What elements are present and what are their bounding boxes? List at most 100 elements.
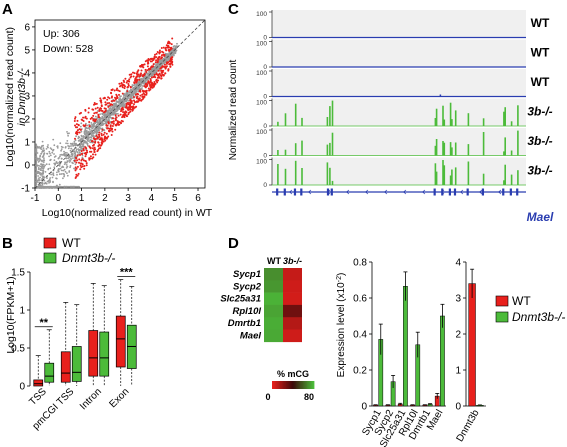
scatter-point <box>40 163 42 166</box>
scatter-point <box>60 149 62 152</box>
track-peak <box>482 173 485 185</box>
scatter-point <box>135 93 137 96</box>
scatter-point <box>43 182 46 185</box>
expression-bar-panel: Expression level (x10-2) WT Dnmt3b-/- <box>336 273 566 378</box>
heatmap-colorbar-segment <box>288 381 291 389</box>
scatter-point <box>63 163 66 166</box>
dnmt3b-bars-y-tick-label: 1 <box>455 366 461 377</box>
scatter-point <box>129 108 132 111</box>
track-peak <box>510 150 513 156</box>
scatter-point <box>110 89 113 91</box>
scatter-point <box>79 128 82 131</box>
scatter-point <box>69 160 72 162</box>
scatter-point <box>89 133 92 136</box>
scatter-point <box>114 117 117 120</box>
scatter-point <box>74 166 77 169</box>
scatter-point <box>117 112 119 115</box>
track-peak <box>482 118 485 126</box>
scatter-point <box>106 102 109 105</box>
scatter-point <box>92 114 95 117</box>
track-peak <box>482 132 485 156</box>
heatmap-cell <box>264 329 283 343</box>
scatter-point <box>139 74 142 77</box>
track-peak <box>510 121 513 126</box>
scatter-point <box>58 160 61 163</box>
track-axis-label-min: 0 <box>263 153 267 160</box>
scatter-point <box>123 87 126 90</box>
scatter-point <box>58 183 61 186</box>
expression-bars-bar <box>440 315 445 407</box>
scatter-point <box>83 125 86 128</box>
scatter-point <box>104 103 107 106</box>
scatter-point <box>57 185 60 188</box>
scatter-point <box>60 145 63 148</box>
scatter-point <box>83 152 86 155</box>
track-peak <box>504 137 506 156</box>
heatmap-cell <box>283 268 302 281</box>
scatter-point <box>150 81 153 84</box>
track-peak <box>294 143 297 156</box>
scatter-point <box>81 145 83 148</box>
scatter-point <box>107 105 110 108</box>
scatter-point <box>112 120 115 123</box>
scatter-point <box>78 131 81 134</box>
scatter-point <box>92 156 95 159</box>
scatter-point <box>113 112 116 115</box>
scatter-point <box>170 43 173 46</box>
scatter-point <box>65 164 68 166</box>
scatter-point <box>38 177 40 180</box>
scatter-point <box>146 69 149 72</box>
track-axis-label-min: 0 <box>263 94 267 101</box>
scatter-point <box>149 88 152 91</box>
scatter-point <box>164 47 167 50</box>
scatter-point <box>35 149 38 152</box>
scatter-point <box>107 121 110 124</box>
scatter-point <box>55 161 58 163</box>
scatter-point <box>74 185 77 188</box>
scatter-point <box>60 157 63 160</box>
scatter-point <box>153 55 156 58</box>
scatter-point <box>80 135 83 138</box>
scatter-point <box>138 75 140 77</box>
scatter-point <box>171 37 174 40</box>
scatter-point <box>84 160 87 163</box>
scatter-point <box>141 95 144 98</box>
scatter-point <box>124 77 127 80</box>
scatter-point <box>79 144 81 147</box>
scatter-point <box>162 51 165 54</box>
scatter-point <box>43 152 46 155</box>
scatter-point <box>67 134 69 137</box>
expression-bars-y-tick-label: 0.6 <box>353 294 367 305</box>
scatter-point <box>43 179 46 182</box>
track-peak <box>449 175 452 185</box>
scatter-point <box>141 93 144 96</box>
scatter-point <box>157 75 160 77</box>
scatter-point <box>85 117 88 120</box>
scatter-point <box>41 160 43 163</box>
scatter-point <box>94 115 97 118</box>
scatter-point <box>151 69 154 72</box>
scatter-point <box>45 163 48 166</box>
scatter-point <box>113 110 116 113</box>
scatter-point <box>60 148 63 151</box>
scatter-point <box>35 183 38 186</box>
scatter-point <box>95 102 98 105</box>
scatter-point <box>126 90 129 93</box>
track-peak <box>277 121 279 126</box>
scatter-point <box>100 104 103 107</box>
boxplot-category-label: TSS <box>27 386 49 408</box>
scatter-point <box>137 82 140 84</box>
scatter-point <box>47 179 50 182</box>
scatter-point <box>93 151 96 153</box>
track-label: WT <box>531 75 550 89</box>
scatter-point <box>113 89 116 92</box>
scatter-point <box>112 122 115 125</box>
scatter-point <box>128 73 131 76</box>
scatter-point <box>118 93 120 96</box>
track-peak <box>451 119 453 126</box>
scatter-point <box>110 96 113 99</box>
heatmap-colorbar-segment <box>281 381 284 389</box>
scatter-point <box>46 152 48 155</box>
scatter-up-annotation: Up: 306 <box>43 28 80 40</box>
